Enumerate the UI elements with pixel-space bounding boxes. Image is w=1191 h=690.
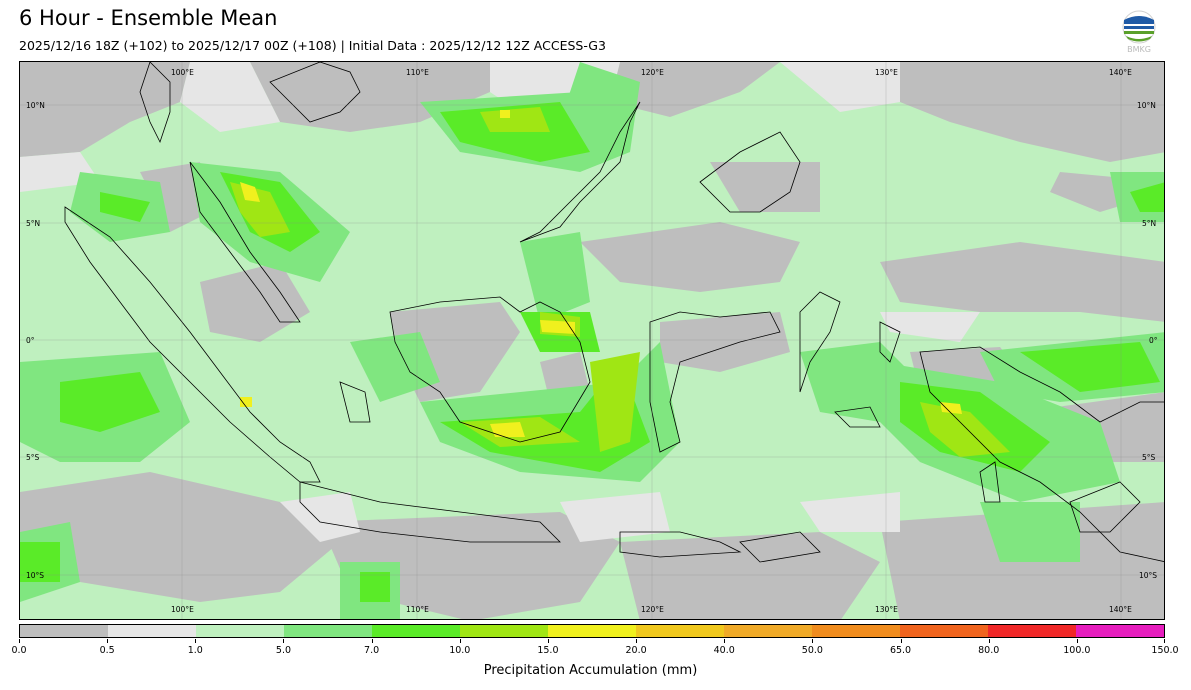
- lon-label-bottom-110: 110°E: [406, 605, 429, 614]
- lat-label-left-5s: 5°S: [26, 453, 40, 462]
- colorbar-tick-mark: [107, 639, 109, 643]
- colorbar-tick-mark: [547, 639, 549, 643]
- colorbar-tick-mark: [283, 639, 285, 643]
- lon-label-top-110: 110°E: [406, 68, 429, 77]
- colorbar-tick-label: 7.0: [364, 645, 380, 656]
- colorbar-tick-mark: [19, 639, 20, 643]
- colorbar-swatch: [108, 625, 196, 637]
- colorbar-tick-mark: [1164, 639, 1165, 643]
- colorbar-tick-label: 50.0: [801, 645, 823, 656]
- lon-label-top-140: 140°E: [1109, 68, 1132, 77]
- lat-label-left-0: 0°: [26, 336, 35, 345]
- colorbar-swatch: [372, 625, 460, 637]
- colorbar-tick-mark: [812, 639, 814, 643]
- colorbar-tick-label: 150.0: [1151, 645, 1179, 656]
- colorbar-tick-label: 65.0: [889, 645, 912, 656]
- heavy-areas: [20, 102, 1164, 602]
- lat-label-left-10n: 10°N: [26, 101, 45, 110]
- colorbar-label-text: Precipitation Accumulation (mm): [483, 663, 698, 678]
- bmkg-logo: BMKG: [1120, 10, 1158, 54]
- lon-label-bottom-130: 130°E: [875, 605, 898, 614]
- lat-label-right-10n: 10°N: [1137, 101, 1156, 110]
- lon-label-bottom-120: 120°E: [641, 605, 664, 614]
- colorbar-tick-label: 0.0: [11, 645, 27, 656]
- colorbar-tick-mark: [371, 639, 373, 643]
- colorbar-tick-label: 15.0: [537, 645, 559, 656]
- chart-subtitle: 2025/12/16 18Z (+102) to 2025/12/17 00Z …: [19, 38, 606, 53]
- svg-text:BMKG: BMKG: [1127, 45, 1151, 54]
- colorbar-swatch: [548, 625, 636, 637]
- lat-label-right-10s: 10°S: [1139, 571, 1158, 580]
- colorbar-tick-mark: [195, 639, 197, 643]
- colorbar-swatch: [1076, 625, 1164, 637]
- lon-label-top-100: 100°E: [171, 68, 194, 77]
- colorbar-swatch: [900, 625, 988, 637]
- intense-areas: [240, 110, 962, 437]
- coastlines: [64, 62, 1164, 563]
- lon-label-top-130: 130°E: [875, 68, 898, 77]
- colorbar-tick-mark: [636, 639, 638, 643]
- colorbar-swatch: [988, 625, 1076, 637]
- colorbar-swatch: [636, 625, 724, 637]
- lat-label-right-5s: 5°S: [1142, 453, 1156, 462]
- colorbar-tick-mark: [1076, 639, 1078, 643]
- colorbar-swatch: [812, 625, 900, 637]
- colorbar-label: Precipitation Accumulation (mm): [0, 663, 1191, 678]
- lat-label-left-5n: 5°N: [26, 219, 41, 228]
- lon-label-bottom-100: 100°E: [171, 605, 194, 614]
- lat-label-right-5n: 5°N: [1142, 219, 1157, 228]
- colorbar-ticks: 0.0 0.5 1.0 5.0 7.0 10.0 15.0 20.0 40.0 50.0 65.0 8…: [11, 639, 1179, 659]
- colorbar-tick-mark: [724, 639, 726, 643]
- lon-label-bottom-140: 140°E: [1109, 605, 1132, 614]
- colorbar-tick-mark: [900, 639, 902, 643]
- colorbar-tick-label: 1.0: [187, 645, 203, 656]
- colorbar-swatch: [196, 625, 284, 637]
- colorbar-tick-label: 40.0: [713, 645, 735, 656]
- lat-label-left-10s: 10°S: [26, 571, 45, 580]
- colorbar-tick-label: 10.0: [449, 645, 471, 656]
- lat-label-right-0: 0°: [1149, 336, 1158, 345]
- colorbar-tick-label: 80.0: [978, 645, 1000, 656]
- colorbar-tick-label: 5.0: [275, 645, 292, 656]
- colorbar-swatch: [724, 625, 812, 637]
- colorbar-swatch: [20, 625, 108, 637]
- colorbar-tick-mark: [988, 639, 990, 643]
- colorbar-tick-label: 0.5: [99, 645, 115, 656]
- colorbar-swatch: [460, 625, 548, 637]
- precipitation-map: 100°E 110°E 120°E 130°E 140°E 100°E 110°…: [19, 61, 1165, 620]
- graticule: [20, 62, 1164, 619]
- colorbar-swatch: [284, 625, 372, 637]
- colorbar-tick-mark: [459, 639, 461, 643]
- colorbar-tick-label: 20.0: [625, 645, 647, 656]
- colorbar: [19, 624, 1165, 638]
- chart-title: 6 Hour - Ensemble Mean: [19, 6, 278, 30]
- colorbar-tick-label: 100.0: [1063, 645, 1091, 656]
- lon-label-top-120: 120°E: [641, 68, 664, 77]
